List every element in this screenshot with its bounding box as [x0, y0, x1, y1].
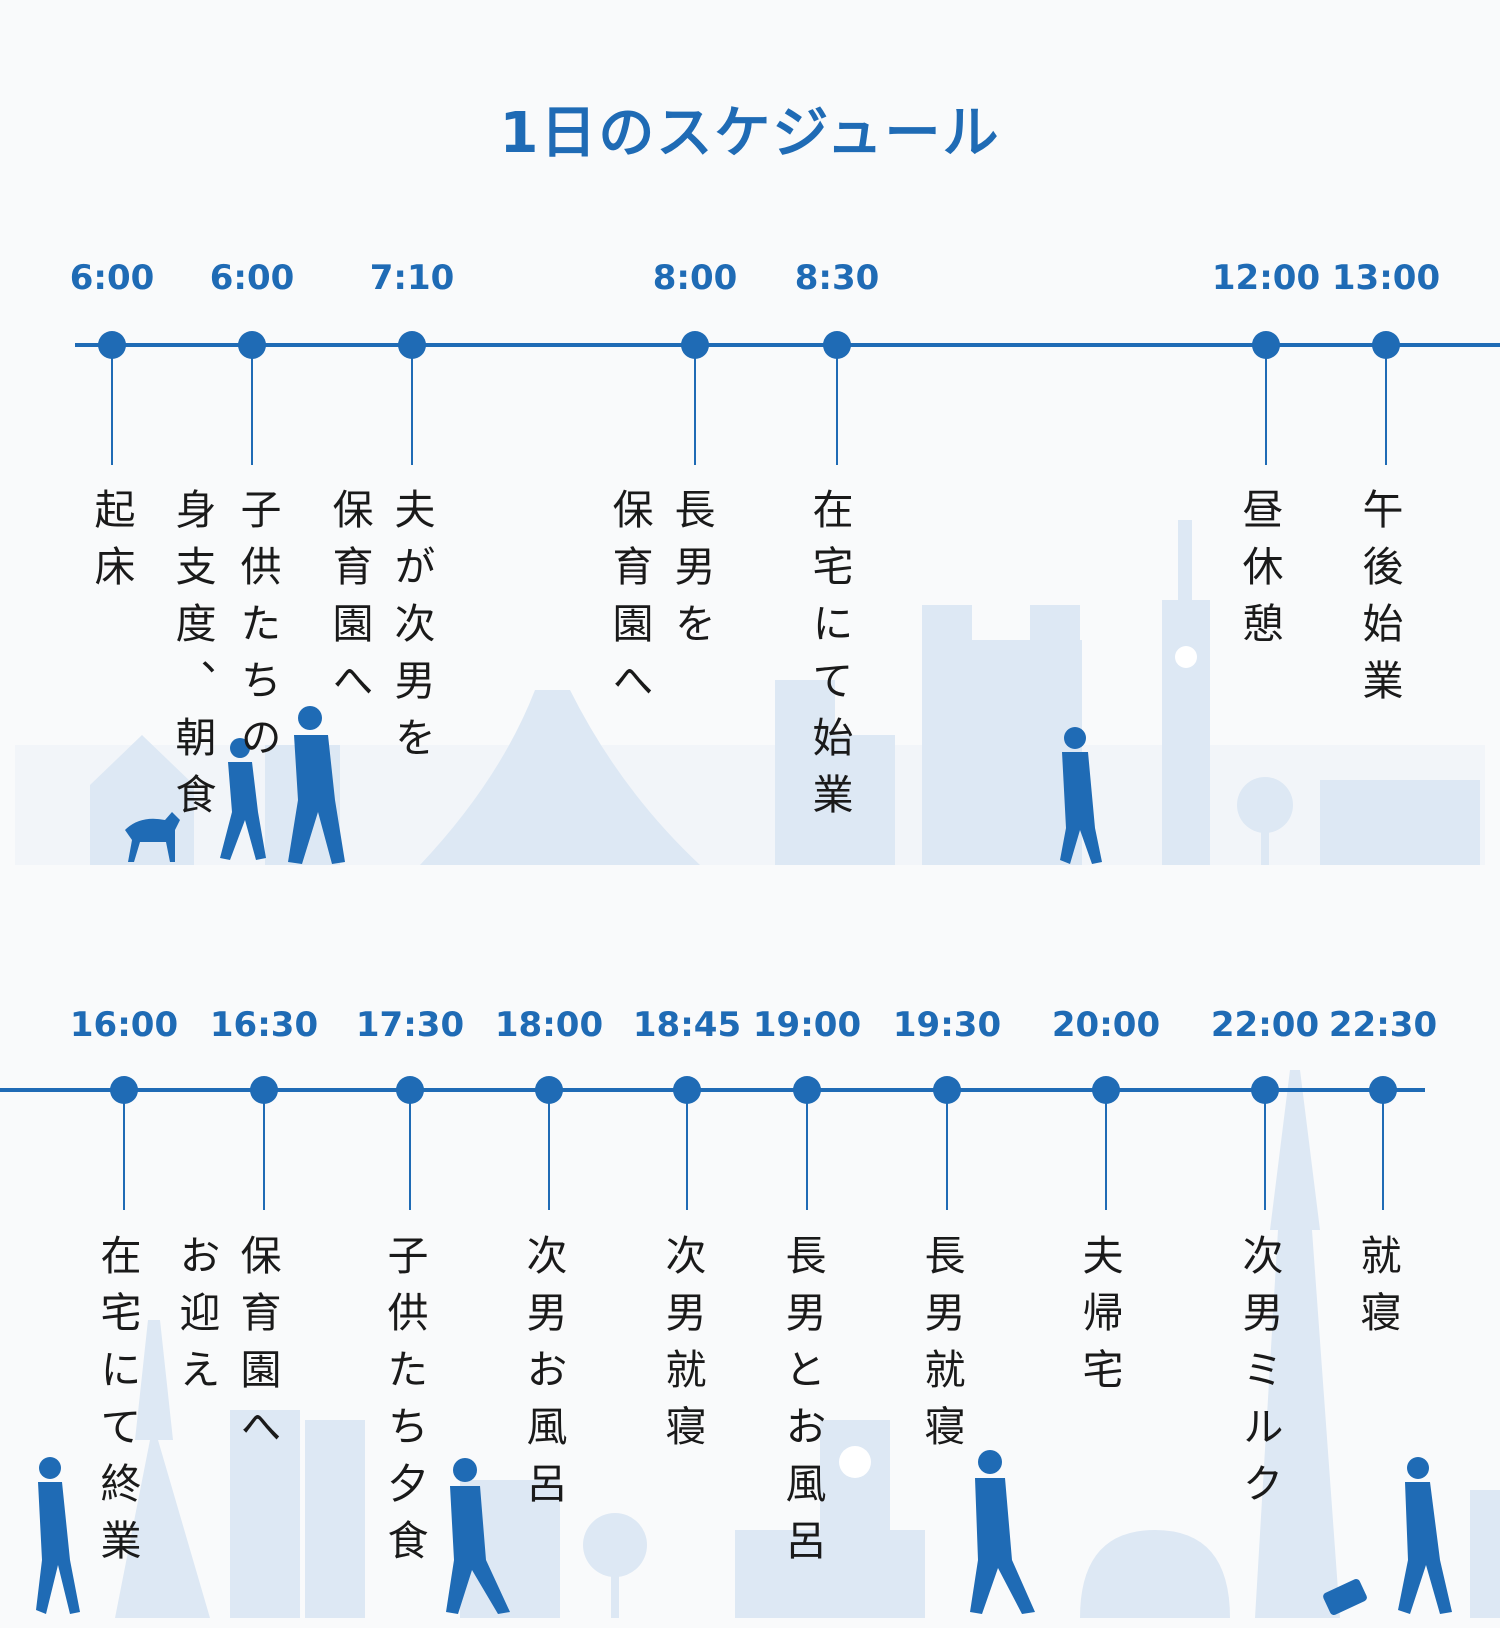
event-dot: [238, 331, 266, 359]
event-time: 19:30: [892, 1005, 1002, 1045]
event-label: 次男お風呂: [519, 1234, 567, 1519]
event-dot: [933, 1076, 961, 1104]
timeline-layer: [0, 331, 1500, 1210]
event-time: 18:00: [494, 1005, 604, 1045]
event-label: 夫帰宅: [1075, 1234, 1123, 1405]
skyline-row-1: [15, 520, 1485, 865]
event-time: 8:00: [652, 258, 738, 298]
event-label: 保育園へ: [325, 488, 373, 716]
event-dot: [681, 331, 709, 359]
event-dot: [110, 1076, 138, 1104]
event-time: 7:10: [369, 258, 455, 298]
event-dot: [1369, 1076, 1397, 1104]
event-time: 22:00: [1210, 1005, 1320, 1045]
event-dot: [673, 1076, 701, 1104]
event-time: 18:45: [632, 1005, 742, 1045]
people-silhouettes: [36, 706, 1452, 1616]
event-label: 夫が次男を: [387, 488, 435, 773]
event-dot: [396, 1076, 424, 1104]
event-dot: [250, 1076, 278, 1104]
event-dot: [1092, 1076, 1120, 1104]
event-label: 子供たちの: [233, 488, 281, 773]
event-label: 身支度、朝食: [168, 488, 216, 830]
event-label: 次男ミルク: [1235, 1234, 1283, 1519]
event-label: 長男就寝: [917, 1234, 965, 1462]
skyline-row-2: [115, 1070, 1500, 1618]
page-title: 1日のスケジュール: [499, 101, 1001, 166]
event-time: 13:00: [1331, 258, 1441, 298]
event-time: 6:00: [209, 258, 295, 298]
event-time: 17:30: [355, 1005, 465, 1045]
event-label: 起床: [87, 488, 135, 602]
event-time: 8:30: [794, 258, 880, 298]
event-dot: [535, 1076, 563, 1104]
event-label: 長男とお風呂: [778, 1234, 826, 1576]
event-dot: [793, 1076, 821, 1104]
event-time: 20:00: [1051, 1005, 1161, 1045]
event-time: 6:00: [69, 258, 155, 298]
event-dot: [398, 331, 426, 359]
event-time: 16:00: [69, 1005, 179, 1045]
event-time: 19:00: [752, 1005, 862, 1045]
event-label: 保育園へ: [233, 1234, 281, 1462]
event-label: 午後始業: [1355, 488, 1403, 716]
event-label: 在宅にて終業: [93, 1234, 141, 1576]
event-time: 12:00: [1211, 258, 1321, 298]
event-label: 次男就寝: [658, 1234, 706, 1462]
event-label: 昼休憩: [1235, 488, 1283, 659]
event-time: 16:30: [209, 1005, 319, 1045]
event-dot: [823, 331, 851, 359]
event-dot: [1251, 1076, 1279, 1104]
event-label: 長男を: [667, 488, 715, 659]
event-dot: [98, 331, 126, 359]
event-label: 在宅にて始業: [805, 488, 853, 830]
event-time: 22:30: [1328, 1005, 1438, 1045]
event-label: 就寝: [1353, 1234, 1401, 1348]
event-dot: [1372, 331, 1400, 359]
event-label: お迎え: [172, 1234, 220, 1405]
event-dot: [1252, 331, 1280, 359]
event-label: 保育園へ: [605, 488, 653, 716]
event-label: 子供たち夕食: [380, 1234, 428, 1576]
